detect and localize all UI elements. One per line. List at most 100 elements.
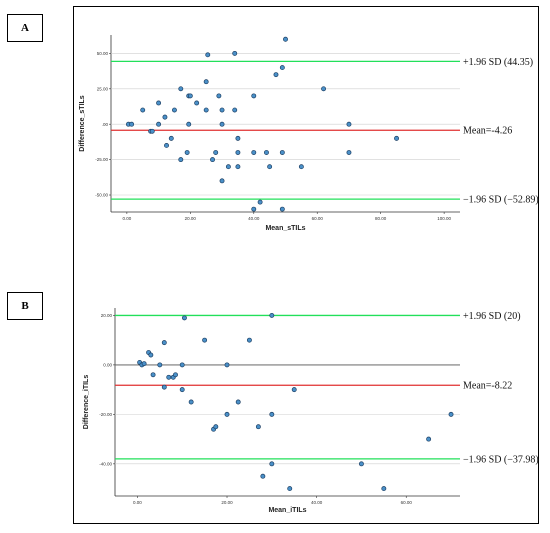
x-tick-label: 60.00	[401, 500, 413, 505]
data-point	[291, 387, 297, 393]
data-point	[219, 107, 225, 113]
data-point	[235, 150, 241, 155]
reference-line-label: −1.96 SD (−52.89)	[463, 195, 539, 206]
data-point	[426, 436, 432, 442]
x-tick-label: 60.00	[312, 216, 324, 221]
data-point	[179, 387, 185, 393]
data-point	[358, 461, 364, 467]
panel-label-b: B	[7, 292, 43, 320]
data-point	[251, 206, 257, 212]
data-point	[202, 337, 208, 343]
x-tick-label: 0.00	[122, 216, 131, 221]
x-tick-label: 20.00	[185, 216, 197, 221]
data-point	[448, 411, 454, 417]
data-point	[173, 372, 178, 378]
figure-frame	[73, 6, 539, 524]
data-point	[298, 164, 304, 170]
data-point	[188, 399, 194, 405]
data-point	[161, 340, 167, 346]
data-point	[219, 121, 225, 127]
data-point	[269, 461, 275, 467]
data-point	[157, 362, 163, 368]
x-tick-label: 100.00	[437, 216, 451, 221]
data-point	[213, 150, 219, 155]
y-tick-label: -40.00	[99, 461, 112, 466]
x-tick-label: 80.00	[375, 216, 387, 221]
y-tick-label: 50.00	[97, 51, 109, 56]
chart-panel-a: 50.00 25.00 .00 -25.00 -50.00 0.00 20.00 40.00 6…	[79, 35, 539, 232]
data-point	[181, 315, 187, 321]
data-point	[141, 361, 147, 367]
data-point	[225, 164, 231, 170]
data-point	[346, 121, 352, 127]
panel-label-a: A	[7, 14, 43, 42]
y-tick-label: -50.00	[95, 193, 108, 198]
data-point	[194, 100, 200, 106]
data-point	[235, 164, 241, 170]
data-point	[156, 100, 162, 106]
reference-line-label: +1.96 SD (44.35)	[463, 57, 533, 68]
data-point	[205, 52, 211, 58]
data-point	[216, 93, 222, 99]
data-point	[203, 107, 209, 113]
data-point	[264, 150, 269, 155]
data-point	[269, 312, 275, 318]
data-point	[224, 411, 230, 417]
x-tick-label: 0.00	[133, 500, 142, 505]
data-point	[149, 128, 155, 134]
data-point	[213, 424, 219, 430]
x-tick-label: 20.00	[221, 500, 233, 505]
data-point	[321, 86, 327, 92]
y-axis-label: Difference_iTILs	[83, 375, 90, 430]
data-point	[394, 135, 399, 141]
reference-line-label: +1.96 SD (20)	[463, 311, 521, 322]
data-point	[166, 374, 172, 380]
data-point	[279, 206, 285, 212]
y-tick-label: -20.00	[99, 412, 112, 417]
y-tick-label: .00	[102, 122, 109, 127]
data-point	[235, 135, 241, 141]
y-tick-label: 0.00	[103, 362, 112, 367]
data-point	[251, 93, 257, 99]
data-point	[232, 107, 238, 113]
x-axis-label: Mean_iTILs	[268, 507, 306, 514]
x-tick-label: 40.00	[311, 500, 323, 505]
data-point	[219, 178, 225, 184]
data-point	[246, 337, 252, 343]
data-point	[203, 79, 209, 85]
data-point	[179, 362, 185, 368]
data-point	[381, 486, 387, 492]
data-point	[269, 411, 275, 417]
data-point	[184, 150, 190, 155]
data-point	[129, 121, 135, 127]
data-point	[140, 107, 146, 113]
data-point	[178, 86, 184, 92]
data-point	[283, 36, 288, 42]
data-point	[162, 114, 168, 120]
chart-panel-b: 20.00 0.00 -20.00 -40.00 0.00 20.00 40.00 60.00…	[83, 308, 539, 514]
data-point	[267, 164, 273, 170]
data-point	[232, 50, 238, 56]
reference-line-label: Mean=-8.22	[463, 381, 512, 392]
data-point	[172, 107, 177, 113]
reference-line-label: −1.96 SD (−37.98)	[463, 454, 539, 465]
data-point	[210, 157, 215, 163]
data-point	[150, 372, 156, 378]
reference-line-label: Mean=-4.26	[463, 126, 512, 137]
data-point	[273, 72, 279, 78]
data-point	[287, 486, 293, 492]
data-point	[148, 352, 154, 358]
data-point	[257, 199, 263, 205]
data-point	[260, 473, 266, 479]
data-point	[186, 121, 192, 127]
data-point	[164, 142, 169, 148]
data-point	[156, 121, 162, 127]
data-point	[178, 157, 184, 163]
data-point	[255, 424, 261, 430]
y-axis-label: Difference_sTILs	[79, 95, 86, 152]
y-tick-label: 25.00	[97, 86, 109, 91]
data-point	[279, 65, 285, 71]
data-point	[279, 150, 285, 155]
data-point	[346, 150, 352, 155]
